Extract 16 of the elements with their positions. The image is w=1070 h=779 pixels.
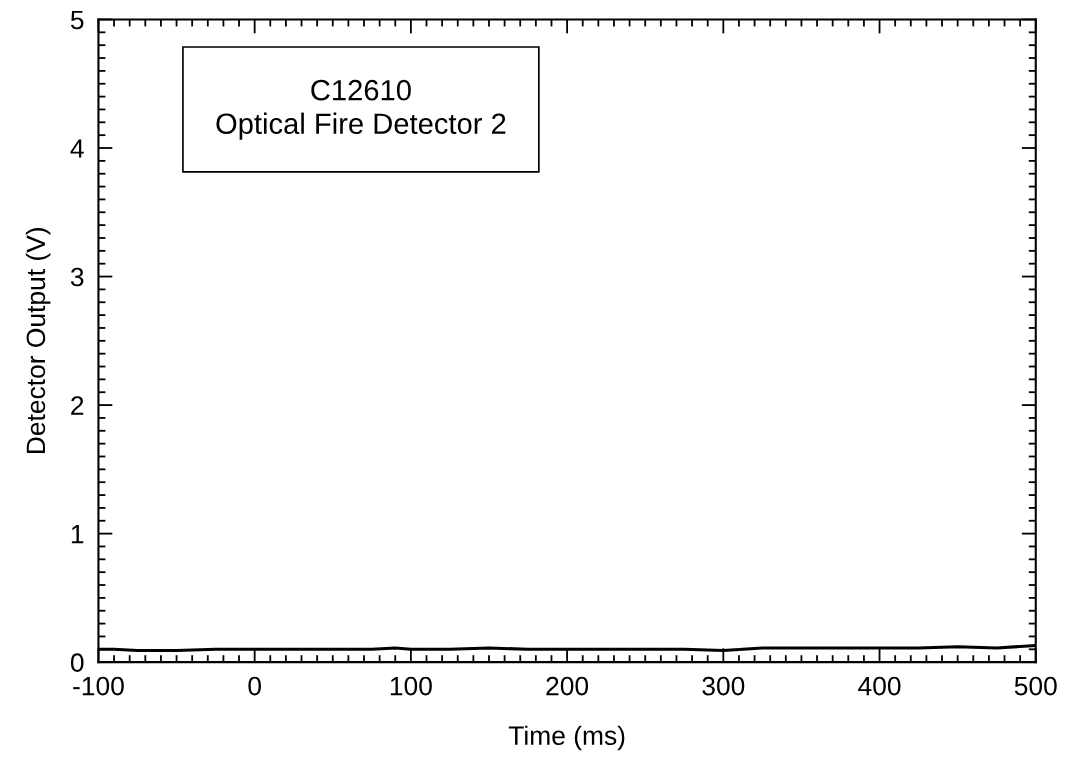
y-tick-label: 2 — [71, 396, 84, 415]
x-tick-label: 200 — [546, 676, 589, 696]
x-tick-label: 300 — [702, 676, 745, 696]
y-tick-label: 3 — [70, 267, 84, 287]
x-tick-label: 0 — [248, 676, 261, 696]
y-tick-label: 5 — [70, 10, 84, 30]
x-tick-label: 100 — [390, 676, 432, 696]
x-tick-label: -100 — [73, 676, 124, 696]
x-tick-label: 500 — [1014, 676, 1057, 696]
y-tick-label: 1 — [71, 525, 84, 544]
x-tick-label: 400 — [858, 676, 901, 696]
y-axis-title: Detector Output (V) — [25, 228, 51, 454]
y-tick-label: 4 — [70, 139, 84, 158]
y-tick-label: 0 — [70, 653, 84, 672]
annotation: C12610 Optical Fire Detector 2 — [216, 79, 506, 140]
x-axis-title: Time (ms) — [508, 725, 625, 751]
